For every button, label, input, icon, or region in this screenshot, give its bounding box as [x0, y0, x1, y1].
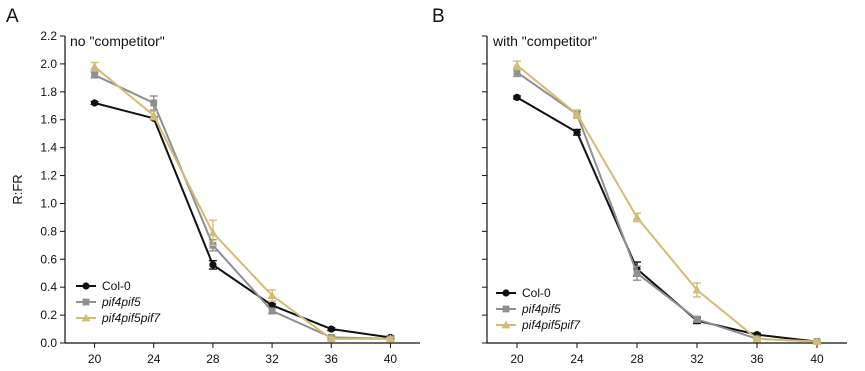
series-pif4pif5pif7 [90, 61, 395, 343]
data-point [209, 261, 217, 269]
x-tick-label: 32 [690, 352, 704, 366]
data-point [573, 128, 581, 136]
data-point [512, 60, 522, 69]
y-tick-label: 2.0 [40, 57, 57, 71]
x-tick-label: 20 [510, 352, 524, 366]
y-tick-label: 0.2 [40, 308, 57, 322]
legend-marker [502, 305, 510, 313]
data-point [513, 93, 521, 101]
legend-label: pif4pif5pif7 [101, 311, 161, 325]
legend-marker [81, 313, 91, 322]
data-point [149, 111, 159, 119]
chart-title: with "competitor" [492, 33, 597, 49]
data-point [386, 334, 395, 343]
data-point [812, 337, 822, 346]
x-tick-label: 40 [810, 352, 824, 366]
legend-label: pif4pif5 [101, 295, 141, 309]
legend-marker [82, 298, 90, 306]
x-tick-label: 20 [88, 352, 102, 366]
data-point [268, 307, 276, 315]
data-point [632, 213, 642, 221]
legend-label: pif4pif5 [521, 302, 561, 316]
data-point [752, 334, 762, 343]
data-point [327, 325, 335, 333]
x-tick-label: 40 [384, 352, 398, 366]
data-point [268, 301, 276, 309]
x-tick-label: 28 [630, 352, 644, 366]
y-tick-label: 0.8 [40, 224, 57, 238]
legend: Col-0 pif4pif5 pif4pif5pif7 [76, 279, 161, 325]
y-tick-label: 0.0 [40, 336, 57, 350]
x-tick-label: 28 [206, 352, 220, 366]
data-point [572, 109, 582, 118]
series-line [94, 74, 391, 340]
data-point [326, 334, 336, 343]
series-line [516, 71, 818, 343]
x-tick-label: 24 [570, 352, 584, 366]
panel-a: Ano "competitor" 0.0 0.2 0.4 0.6 0.8 1.0 1.2 1.4… [6, 6, 420, 366]
y-tick-label: 2.2 [40, 29, 57, 43]
series-line [516, 96, 818, 343]
y-tick-label: 1.2 [40, 169, 57, 183]
data-point [267, 291, 277, 299]
y-tick-label: 1.4 [40, 141, 57, 155]
y-axis-label: R:FR [10, 174, 25, 204]
data-point [90, 62, 99, 71]
series-line [94, 102, 391, 339]
chart-title: no "competitor" [70, 33, 165, 49]
legend-marker [82, 282, 90, 290]
panel-label: A [6, 6, 19, 27]
data-point [90, 99, 99, 107]
y-tick-label: 0.4 [40, 280, 57, 294]
legend: Col-0 pif4pif5 pif4pif5pif7 [496, 286, 581, 332]
panel-label: B [432, 6, 445, 27]
data-point [91, 71, 98, 79]
legend-label: Col-0 [102, 279, 131, 293]
series-line [93, 65, 391, 340]
y-tick-label: 1.0 [40, 196, 57, 210]
x-tick-label: 36 [750, 352, 764, 366]
x-tick-label: 36 [325, 352, 339, 366]
data-point [208, 228, 218, 237]
x-tick-label: 32 [265, 352, 279, 366]
data-point [693, 315, 701, 323]
legend-marker [502, 289, 510, 297]
data-point [513, 68, 521, 76]
data-point [150, 99, 158, 107]
legend-label: pif4pif5pif7 [521, 318, 581, 332]
data-point [692, 285, 702, 294]
data-point [633, 269, 641, 277]
y-tick-label: 1.6 [40, 113, 57, 127]
y-tick-label: 0.6 [40, 252, 57, 266]
legend-marker [501, 320, 511, 329]
series-pif4pif5pif7 [512, 60, 822, 346]
series-line [516, 64, 818, 343]
legend-label: Col-0 [522, 286, 551, 300]
x-tick-label: 24 [147, 352, 161, 366]
y-tick-label: 1.8 [40, 85, 57, 99]
